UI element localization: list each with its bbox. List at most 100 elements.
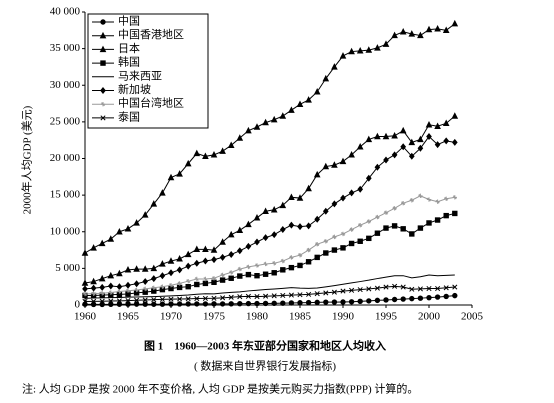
marker: [100, 60, 106, 66]
marker: [426, 285, 432, 292]
marker: [194, 276, 199, 282]
marker: [452, 210, 458, 217]
marker: [184, 159, 192, 167]
marker: [270, 115, 278, 123]
marker: [159, 301, 166, 307]
marker: [263, 293, 269, 299]
marker: [202, 245, 209, 253]
marker: [168, 269, 174, 277]
marker: [142, 278, 149, 286]
marker: [391, 296, 398, 303]
marker: [392, 283, 398, 289]
marker: [443, 293, 449, 300]
marker: [246, 264, 251, 270]
marker: [340, 194, 346, 202]
marker: [90, 277, 97, 285]
marker: [401, 200, 406, 206]
x-tick-label: 1975: [203, 311, 226, 323]
marker: [297, 292, 303, 298]
marker: [444, 196, 449, 201]
marker: [168, 296, 174, 302]
marker: [409, 231, 415, 237]
marker: [194, 281, 200, 288]
caption: 图 1 1960—2003 年东亚部分国家和地区人均收入: [144, 339, 386, 353]
marker: [211, 276, 217, 281]
marker: [159, 260, 166, 267]
marker: [323, 239, 328, 244]
marker: [434, 25, 441, 32]
marker: [435, 199, 440, 204]
marker: [297, 252, 303, 258]
marker: [150, 264, 158, 272]
marker: [176, 266, 183, 274]
marker: [383, 156, 389, 164]
marker: [306, 247, 311, 253]
marker: [297, 262, 303, 269]
marker: [262, 118, 269, 126]
marker: [203, 276, 208, 282]
marker: [348, 299, 355, 305]
marker: [272, 261, 277, 266]
y-tick-label: 10 000: [50, 225, 81, 237]
marker: [443, 137, 450, 145]
marker: [116, 227, 123, 235]
legend-label: 新加坡: [118, 82, 151, 96]
marker: [374, 132, 381, 140]
marker: [426, 294, 432, 301]
marker: [417, 286, 423, 292]
marker: [245, 293, 251, 299]
marker: [426, 133, 432, 141]
marker: [279, 112, 287, 119]
marker: [383, 210, 389, 215]
marker: [340, 231, 346, 237]
marker: [374, 297, 381, 304]
marker: [211, 279, 217, 285]
marker: [236, 134, 244, 141]
marker: [211, 301, 217, 307]
marker: [271, 300, 277, 307]
marker: [366, 298, 372, 304]
marker: [348, 47, 355, 55]
marker: [151, 285, 156, 290]
y-axis-label: 2000年人均GDP (美元): [20, 105, 34, 214]
marker: [443, 285, 449, 291]
marker: [228, 250, 235, 258]
marker: [340, 245, 346, 251]
marker: [228, 301, 234, 307]
marker: [159, 296, 165, 302]
marker: [143, 286, 148, 292]
marker: [313, 170, 321, 178]
marker: [365, 46, 373, 53]
marker: [417, 144, 424, 152]
marker: [245, 271, 252, 278]
marker: [349, 227, 354, 232]
marker: [262, 234, 269, 242]
legend-label: 中国香港地区: [118, 28, 184, 41]
marker: [288, 300, 295, 306]
marker: [150, 275, 157, 283]
marker: [90, 244, 97, 251]
marker: [90, 284, 97, 292]
marker: [125, 301, 131, 307]
marker: [107, 282, 114, 290]
x-tick-label: 1980: [246, 311, 269, 323]
marker: [366, 219, 371, 224]
marker: [167, 257, 175, 264]
marker: [202, 280, 209, 287]
marker: [331, 289, 337, 295]
legend-label: 日本: [118, 41, 140, 55]
marker: [245, 300, 252, 307]
marker: [176, 255, 183, 262]
marker: [288, 193, 295, 201]
marker: [263, 261, 268, 267]
marker: [409, 286, 415, 292]
marker: [142, 301, 148, 307]
marker: [280, 258, 285, 264]
marker: [332, 234, 337, 240]
marker: [271, 293, 277, 299]
series-line: [84, 285, 455, 302]
marker: [236, 226, 244, 233]
marker: [375, 214, 380, 220]
marker: [100, 102, 106, 107]
marker: [315, 242, 320, 247]
